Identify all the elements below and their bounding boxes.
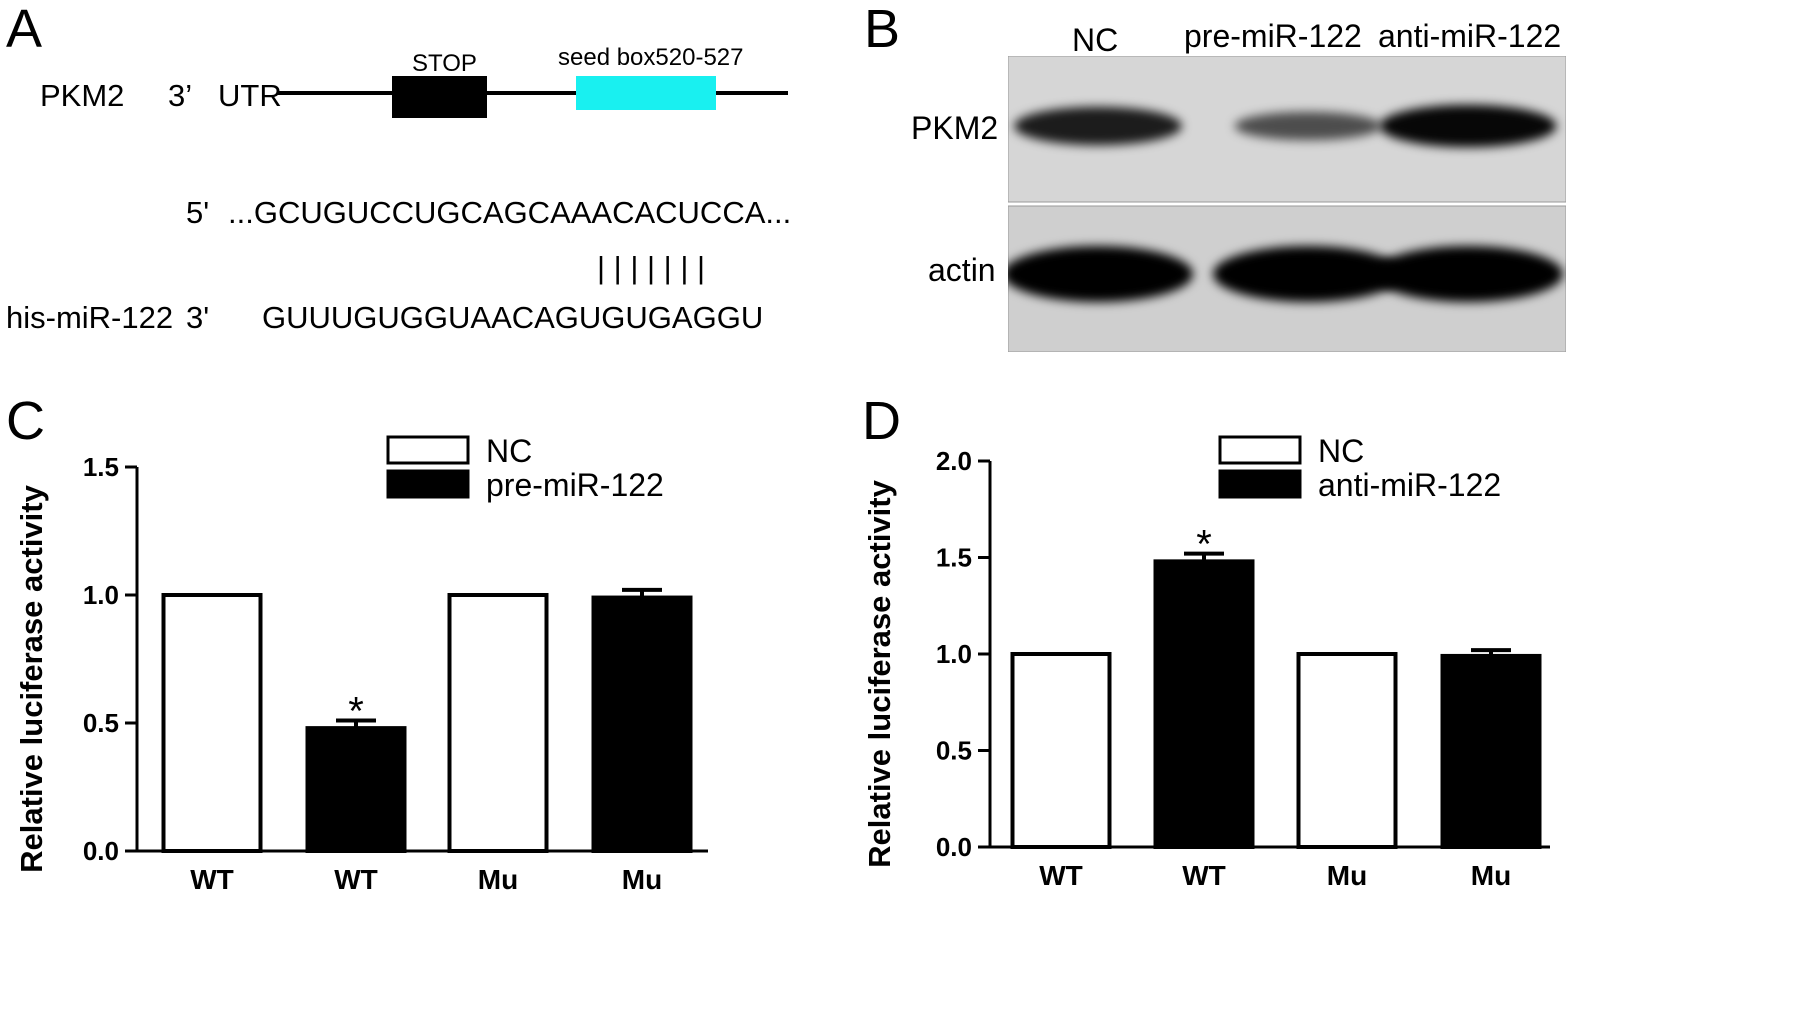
blot-band-actin-3 (1373, 246, 1563, 302)
x-tick-label: Mu (1327, 860, 1367, 891)
significance-marker: * (1196, 523, 1212, 567)
utr-schematic (278, 76, 788, 118)
x-tick-label: WT (334, 864, 378, 895)
y-tick-label: 2.0 (936, 446, 972, 476)
blot-row-label-actin: actin (928, 252, 996, 288)
stop-box (392, 76, 487, 118)
x-tick-label: WT (1039, 860, 1083, 891)
panel-c-letter: C (6, 391, 45, 451)
bar (1296, 652, 1398, 849)
y-tick-label: 0.5 (83, 708, 119, 738)
legend-swatch (1218, 469, 1302, 499)
chart-c: 0.0 0.5 1.0 1.5 Relative luciferase activity… (14, 433, 708, 895)
stop-label: STOP (412, 50, 477, 77)
bar (1440, 653, 1542, 849)
mirna-name: his-miR-122 (6, 300, 174, 335)
legend-swatch (386, 469, 470, 499)
blot-band-actin-1 (1008, 246, 1193, 302)
blot-band-actin-2 (1213, 246, 1403, 302)
blot-band-pkm2-3 (1379, 104, 1557, 148)
seed-box (576, 76, 716, 110)
western-blot (1008, 56, 1566, 352)
bar (591, 595, 693, 853)
bar (1153, 559, 1255, 850)
significance-marker: * (348, 689, 364, 733)
pairing-lines: | | | | | | | (597, 250, 706, 285)
utr-3prime-label: 3’ (168, 78, 193, 113)
bar (1010, 652, 1112, 849)
blot-row-label-pkm2: PKM2 (911, 110, 999, 146)
y-tick-label: 1.5 (936, 543, 972, 573)
legend-label: NC (486, 433, 532, 469)
lane-label-anti-mir: anti-miR-122 (1378, 18, 1562, 54)
utr-sequence: ...GCUGUCCUGCAGCAAACACUCCA... (228, 195, 792, 230)
bar (447, 593, 549, 853)
mirna-3prime-label: 3' (186, 300, 210, 335)
panel-d-letter: D (862, 391, 901, 451)
y-axis-label: Relative luciferase activity (14, 484, 49, 872)
bar (161, 593, 263, 853)
y-tick-label: 0.5 (936, 736, 972, 766)
panel-a-letter: A (6, 0, 43, 59)
x-tick-label: WT (1182, 860, 1226, 891)
utr-5prime-label: 5' (186, 195, 210, 230)
gene-label: PKM2 (40, 78, 125, 113)
legend-label: pre-miR-122 (486, 467, 664, 503)
y-tick-label: 0.0 (83, 836, 119, 866)
legend-label: NC (1318, 433, 1364, 469)
mirna-sequence: GUUUGUGGUAACAGUGUGAGGU (262, 300, 764, 335)
blot-band-pkm2-1 (1014, 106, 1182, 146)
utr-label: UTR (218, 78, 282, 113)
x-tick-label: WT (190, 864, 234, 895)
panel-b-letter: B (864, 0, 901, 59)
bar (305, 726, 407, 853)
legend-swatch (1218, 435, 1302, 465)
legend-swatch (386, 435, 470, 465)
x-tick-label: Mu (478, 864, 518, 895)
x-tick-label: Mu (1471, 860, 1511, 891)
y-tick-label: 1.0 (83, 580, 119, 610)
y-tick-label: 1.0 (936, 639, 972, 669)
blot-band-pkm2-2 (1234, 111, 1382, 141)
x-tick-label: Mu (622, 864, 662, 895)
seed-box-label: seed box520-527 (558, 44, 744, 71)
chart-d: 0.0 0.5 1.0 1.5 2.0 Relative luciferase activ… (862, 433, 1550, 891)
y-tick-label: 1.5 (83, 452, 119, 482)
lane-label-nc: NC (1072, 22, 1119, 58)
y-tick-label: 0.0 (936, 832, 972, 862)
lane-label-pre-mir: pre-miR-122 (1184, 18, 1362, 54)
legend-label: anti-miR-122 (1318, 467, 1501, 503)
y-axis-label: Relative luciferase activity (862, 479, 897, 867)
